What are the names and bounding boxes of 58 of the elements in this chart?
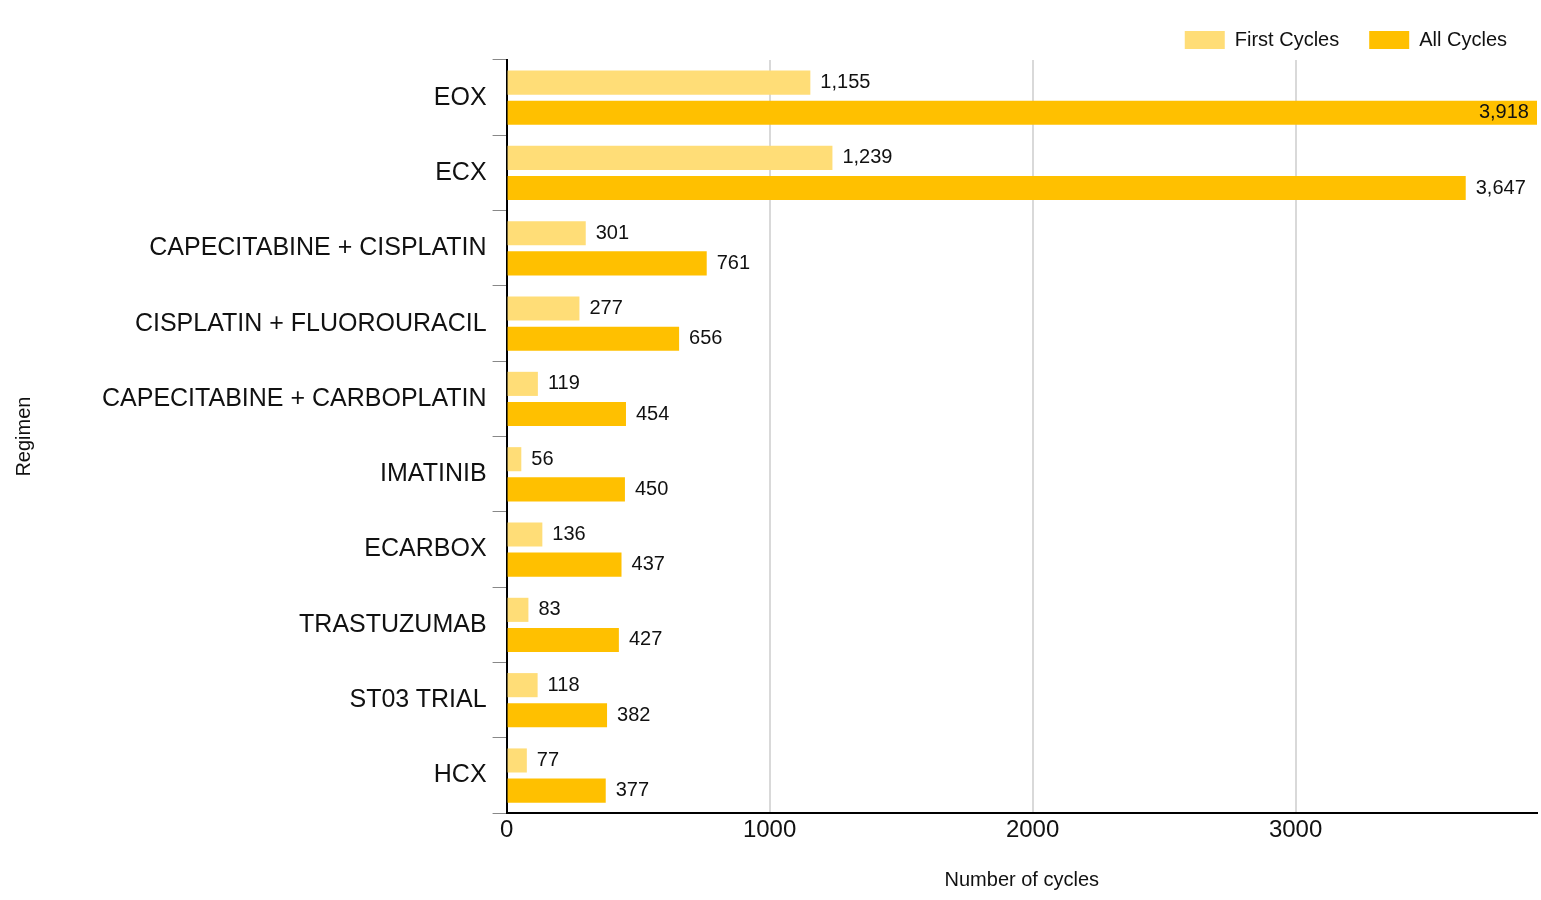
y-axis-title: Regimen: [11, 396, 34, 477]
y-tick-label: ST03 TRIAL: [349, 684, 487, 713]
y-tick-label: ECX: [435, 156, 487, 185]
y-tick-label: TRASTUZUMAB: [299, 608, 487, 637]
data-label: 136: [552, 522, 586, 545]
x-tick-label: 0: [499, 815, 514, 843]
data-label: 3,647: [1475, 175, 1526, 198]
bar: [507, 627, 619, 653]
data-label: 656: [689, 326, 723, 349]
data-label: 454: [635, 401, 670, 424]
y-tick-label: IMATINIB: [380, 458, 487, 487]
data-label: 377: [615, 778, 650, 801]
y-tick-label: CISPLATIN + FLUOROURACIL: [134, 307, 487, 336]
bar: [507, 221, 586, 246]
bar: [507, 401, 626, 427]
bar: [507, 70, 811, 95]
data-label: 437: [631, 552, 665, 575]
data-label: 450: [634, 476, 669, 499]
data-label: 1,155: [820, 70, 871, 93]
legend-label: All Cycles: [1419, 27, 1507, 50]
y-tick-label: EOX: [433, 81, 487, 110]
data-label: 382: [617, 702, 651, 725]
y-tick-label: CAPECITABINE + CARBOPLATIN: [101, 382, 487, 411]
bar: [507, 477, 625, 502]
bar: [507, 145, 833, 170]
bar: [507, 597, 529, 622]
x-tick-label: 3000: [1268, 815, 1323, 843]
data-label: 56: [531, 446, 554, 469]
bar: [507, 175, 1466, 201]
bar: [507, 100, 1537, 125]
data-label: 83: [538, 597, 561, 620]
data-label: 761: [716, 250, 751, 273]
data-label: 301: [595, 220, 630, 243]
legend-label: First Cycles: [1234, 27, 1340, 50]
data-label: 427: [628, 627, 663, 650]
bar: [507, 296, 580, 321]
y-tick-label: HCX: [433, 759, 487, 788]
data-label: 277: [589, 296, 623, 319]
bar: [507, 673, 538, 698]
data-label: 119: [547, 371, 580, 394]
x-axis-title: Number of cycles: [944, 867, 1100, 890]
bar: [507, 748, 527, 773]
bar: [507, 251, 707, 276]
x-tick-label: 2000: [1005, 815, 1060, 843]
y-tick-label: CAPECITABINE + CISPLATIN: [149, 232, 487, 261]
bar: [507, 326, 680, 351]
bar: [507, 447, 522, 472]
bar: [507, 522, 543, 547]
x-tick-label: 1000: [742, 815, 797, 843]
bar: [507, 552, 622, 577]
data-label: 118: [547, 672, 580, 695]
bar: [507, 778, 606, 803]
bar: [507, 371, 538, 396]
bar: [507, 703, 608, 728]
y-tick-label: ECARBOX: [364, 533, 487, 562]
data-label: 77: [536, 747, 560, 770]
data-label: 1,239: [842, 145, 893, 168]
data-label: 3,918: [1478, 100, 1529, 123]
